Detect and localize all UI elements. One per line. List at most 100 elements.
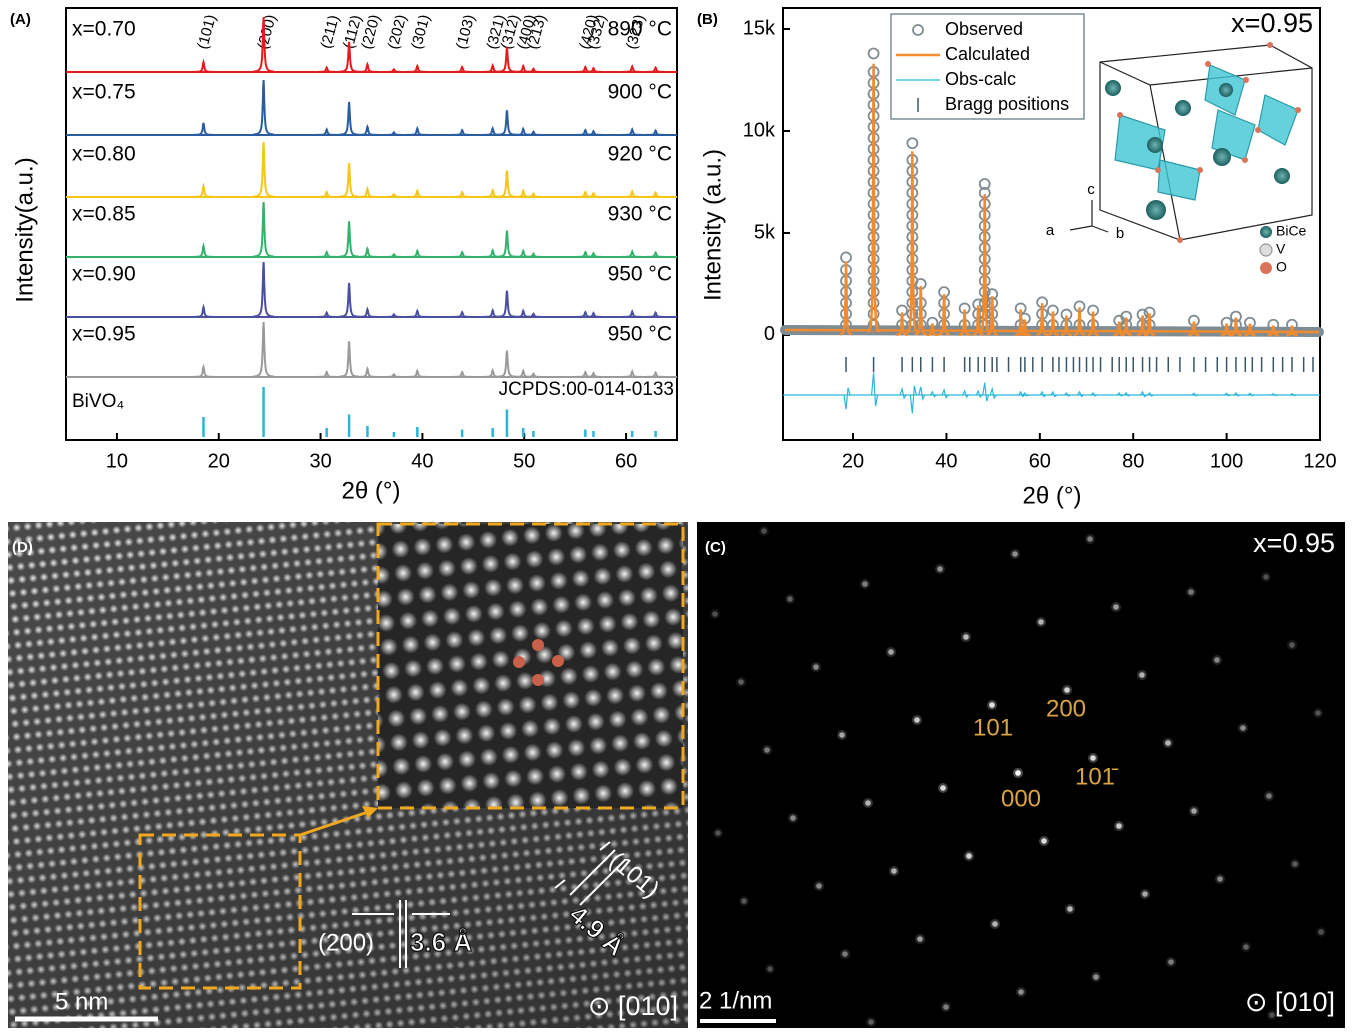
observed-trace	[869, 298, 879, 308]
spot	[787, 596, 793, 602]
peak	[497, 231, 517, 257]
spot	[1217, 876, 1223, 882]
axis-label: a	[1046, 222, 1055, 239]
spot	[1064, 687, 1070, 693]
series-label: x=0.90	[72, 263, 136, 286]
residual-spike	[1040, 392, 1046, 397]
spot	[767, 966, 773, 972]
panel-c: (C) x=0.95 101 200 101̄ 000 2 1/nm ⊙ [01…	[697, 522, 1345, 1028]
peak	[339, 221, 359, 256]
peak	[497, 171, 517, 197]
panel-d: (D) 5 nm ⊙ [010] (200) 3.6 Å (101) 4.9 Å	[8, 522, 688, 1028]
peak	[253, 202, 273, 257]
spot	[1168, 959, 1174, 965]
spacing-label: 3.6 Å	[410, 927, 472, 957]
scale-bar-label: 5 nm	[55, 988, 108, 1015]
residual-spike	[844, 388, 850, 409]
atom-marker	[532, 639, 544, 651]
spot	[1263, 574, 1269, 580]
atom-marker	[532, 674, 544, 686]
x-tick-label: 30	[309, 450, 331, 472]
residual-spike	[963, 391, 969, 397]
x-tick-label: 10	[106, 450, 128, 472]
legend-label: Observed	[945, 19, 1023, 39]
y-tick-label: 10k	[743, 119, 776, 141]
peak	[253, 322, 273, 377]
chart-title: x=0.95	[1231, 8, 1313, 38]
spot	[741, 898, 747, 904]
atom	[1177, 237, 1183, 243]
peak-label: (103)	[453, 13, 478, 51]
spot	[764, 747, 770, 753]
peak	[193, 123, 213, 135]
series-label: x=0.95	[72, 323, 136, 346]
peak	[253, 142, 273, 197]
series-label: x=0.80	[72, 143, 136, 166]
spot	[1214, 657, 1220, 663]
reference-source: JCPDS:00-014-0133	[499, 379, 674, 400]
observed-point	[841, 252, 851, 262]
atom-legend-label: O	[1276, 259, 1287, 275]
residual-spike	[919, 387, 925, 399]
scale-bar-label: 2 1/nm	[699, 987, 772, 1014]
panel-label: (A)	[10, 11, 31, 28]
x-axis-label: 2θ (°)	[342, 477, 401, 504]
polyhedron	[1158, 160, 1200, 200]
plane-label: (200)	[318, 929, 374, 956]
x-axis-label: 2θ (°)	[1023, 482, 1082, 509]
legend-atom	[1260, 262, 1272, 274]
legend-atom	[1260, 226, 1272, 238]
spot	[1038, 619, 1044, 625]
series-annotation: 930 °C	[608, 203, 672, 226]
peak	[497, 351, 517, 377]
spot	[1318, 929, 1324, 935]
x-tick-label: 40	[411, 450, 433, 472]
spot	[1188, 589, 1194, 595]
zoom-lattice	[378, 524, 683, 808]
residual-spike	[942, 390, 948, 398]
axis-label: b	[1116, 225, 1124, 242]
spot	[1087, 536, 1093, 542]
spot	[1093, 974, 1099, 980]
peak	[253, 80, 273, 135]
y-axis-label: Intensity(a.u.)	[11, 157, 38, 302]
spot	[992, 921, 998, 927]
peak	[357, 309, 377, 317]
spot	[715, 830, 721, 836]
axis-triad	[1070, 226, 1092, 230]
observed-trace	[869, 309, 879, 319]
peak	[339, 341, 359, 376]
zone-axis: ⊙ [010]	[1245, 987, 1335, 1017]
atom-marker	[552, 655, 564, 667]
spot	[888, 649, 894, 655]
atom-marker	[513, 656, 525, 668]
residual-spike	[1141, 392, 1147, 397]
spot	[940, 785, 946, 791]
peak-label: (301)	[408, 13, 433, 51]
observed-point	[869, 48, 879, 58]
spot-label: 200	[1046, 695, 1086, 722]
spot-label: 101̄	[1075, 763, 1119, 790]
panel-label: (D)	[12, 539, 33, 556]
atom	[1242, 157, 1248, 163]
peak	[253, 262, 273, 317]
peak	[357, 189, 377, 197]
peak	[339, 283, 359, 317]
spot	[963, 634, 969, 640]
x-tick-label: 60	[1029, 450, 1051, 472]
residual-spike	[1078, 392, 1084, 397]
peak	[407, 128, 427, 135]
x-tick-label: 100	[1210, 450, 1243, 472]
spot	[891, 868, 897, 874]
atom	[1117, 112, 1123, 118]
series-annotation: 890 °C	[608, 18, 672, 41]
legend-atom	[1260, 244, 1272, 256]
atom	[1274, 168, 1290, 184]
spot	[966, 853, 972, 859]
peak	[193, 246, 213, 257]
spot	[1191, 808, 1197, 814]
peak	[193, 186, 213, 197]
spot	[712, 611, 718, 617]
peak	[193, 367, 213, 377]
spot	[1292, 861, 1298, 867]
